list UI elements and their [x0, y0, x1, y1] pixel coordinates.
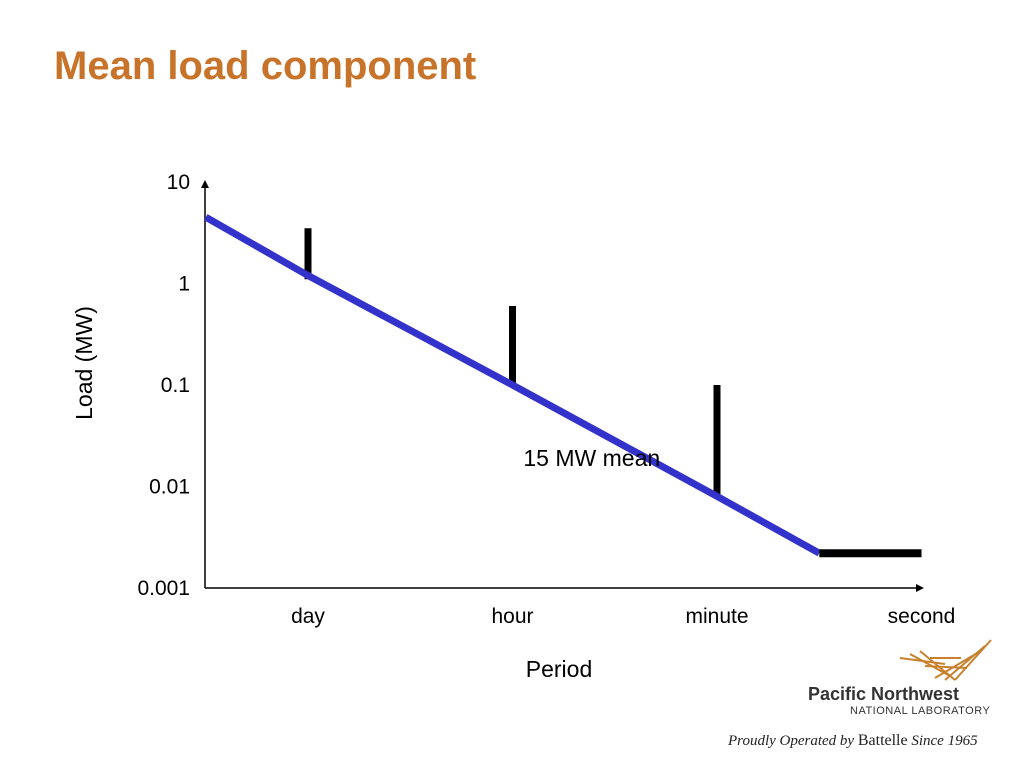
annotation-15mw-mean: 15 MW mean: [523, 445, 660, 471]
x-tick-labels: day hour minute second: [291, 605, 955, 628]
y-axis-arrow: [201, 180, 209, 188]
tagline-prefix: Proudly Operated by: [728, 733, 858, 749]
logo-name: Pacific Northwest: [808, 684, 960, 704]
tagline: Proudly Operated by Battelle Since 1965: [728, 732, 978, 750]
y-tick-label: 10: [167, 171, 190, 194]
tagline-suffix: Since 1965: [907, 733, 978, 749]
pnnl-logo-mark: [899, 639, 992, 681]
y-tick-label: 0.01: [149, 476, 190, 499]
y-tick-labels: 10 1 0.1 0.01 0.001: [137, 171, 190, 600]
y-axis-label: Load (MW): [71, 306, 97, 420]
y-tick-label: 0.1: [161, 374, 190, 397]
logo-subtitle: NATIONAL LABORATORY: [850, 705, 991, 717]
x-tick-label: second: [888, 605, 956, 628]
x-tick-label: hour: [491, 605, 533, 628]
variability-bars: [304, 228, 721, 497]
tagline-brand: Battelle: [857, 732, 908, 749]
x-tick-label: day: [291, 605, 325, 628]
y-tick-label: 1: [178, 273, 190, 296]
slide-title: Mean load component: [54, 44, 477, 88]
mean-load-line: [204, 214, 822, 557]
series-lines: [204, 214, 922, 558]
x-tick-label: minute: [685, 605, 748, 628]
logo-stroke: [924, 665, 968, 669]
chart-axes: [201, 180, 924, 592]
x-axis-label: Period: [526, 656, 592, 682]
y-tick-label: 0.001: [137, 577, 190, 600]
logo-stroke: [944, 645, 986, 681]
logo-stroke: [934, 651, 980, 679]
logo-stroke: [954, 639, 992, 681]
x-axis-arrow: [916, 584, 924, 592]
